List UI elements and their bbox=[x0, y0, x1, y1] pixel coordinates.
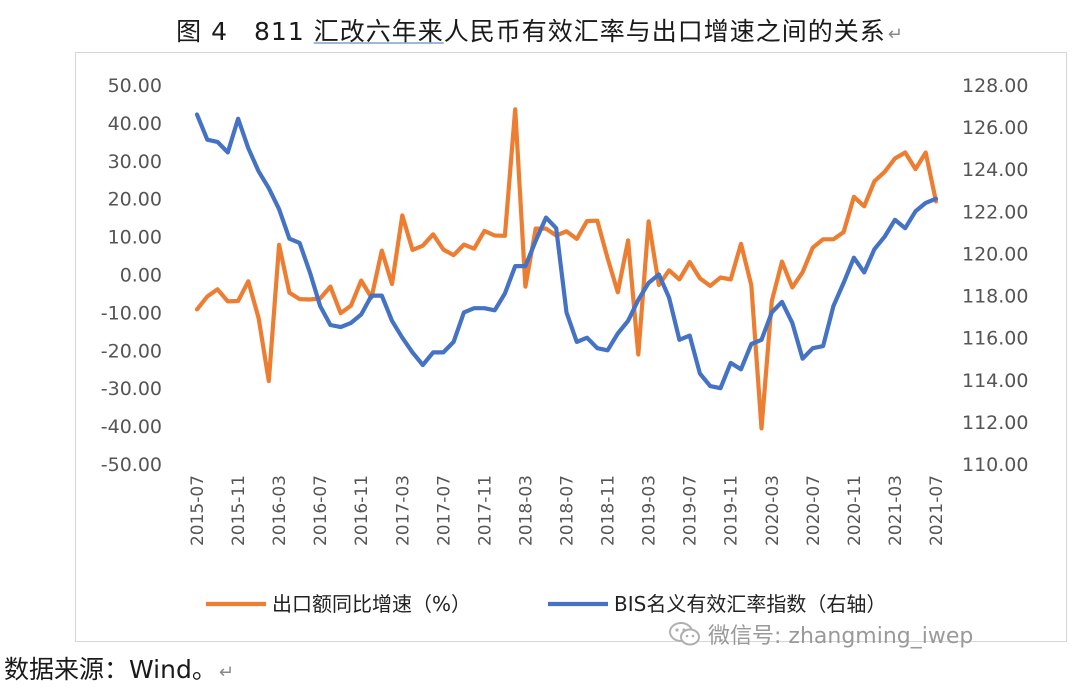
y-right-tick-label: 112.00 bbox=[962, 412, 1028, 434]
chart-title: 图 4 811 汇改六年来人民币有效汇率与出口增速之间的关系 ↵ bbox=[0, 12, 1080, 48]
y-left-tick-label: 10.00 bbox=[108, 227, 162, 249]
x-tick-label: 2017-07 bbox=[434, 475, 454, 546]
title-text-underlined: 汇改六年来 bbox=[313, 17, 444, 46]
x-tick-label: 2019-03 bbox=[640, 475, 660, 546]
chart-area: 50.00 40.00 30.00 20.00 10.00 0.00 -10.00 -20.0… bbox=[75, 52, 1067, 642]
y-right-tick-label: 122.00 bbox=[962, 201, 1028, 223]
series-line-bis-neer bbox=[194, 112, 939, 391]
legend-label: 出口额同比增速（%） bbox=[272, 592, 471, 616]
wechat-icon bbox=[669, 622, 700, 646]
y-left-tick-label: -20.00 bbox=[101, 340, 162, 362]
y-right-tick-label: 124.00 bbox=[962, 159, 1028, 181]
y-left-tick-label: 50.00 bbox=[108, 75, 162, 97]
source-text: 数据来源：Wind。 bbox=[4, 655, 217, 684]
x-tick-label: 2017-11 bbox=[475, 475, 495, 546]
y-left-tick-label: -40.00 bbox=[101, 416, 162, 438]
y-right-tick-label: 116.00 bbox=[962, 328, 1028, 350]
return-mark-icon: ↵ bbox=[887, 24, 904, 45]
y-left-tick-label: 20.00 bbox=[108, 189, 162, 211]
x-tick-label: 2016-11 bbox=[352, 475, 372, 546]
y-right-tick-label: 120.00 bbox=[962, 243, 1028, 265]
legend-label: BIS名义有效汇率指数（右轴） bbox=[614, 592, 886, 616]
y-right-tick-label: 126.00 bbox=[962, 117, 1028, 139]
y-right-tick-label: 128.00 bbox=[962, 75, 1028, 97]
y-left-tick-label: -10.00 bbox=[101, 302, 162, 324]
x-tick-label: 2015-07 bbox=[188, 475, 208, 546]
chart-svg: 50.00 40.00 30.00 20.00 10.00 0.00 -10.00 -20.0… bbox=[101, 75, 1029, 616]
x-tick-label: 2021-07 bbox=[927, 475, 947, 546]
x-tick-label: 2016-07 bbox=[311, 475, 331, 546]
y-right-tick-label: 114.00 bbox=[962, 370, 1028, 392]
x-tick-label: 2018-03 bbox=[516, 475, 536, 546]
y-left-tick-label: 40.00 bbox=[108, 113, 162, 135]
x-tick-label: 2021-03 bbox=[886, 475, 906, 546]
title-text-main: 人民币有效汇率与出口增速之间的关系 bbox=[443, 17, 886, 46]
x-tick-label: 2019-07 bbox=[681, 475, 701, 546]
x-tick-label: 2016-03 bbox=[270, 475, 290, 546]
y-left-tick-label: 30.00 bbox=[108, 151, 162, 173]
y-left-tick-label: -30.00 bbox=[101, 378, 162, 400]
y-left-tick-label: -50.00 bbox=[101, 454, 162, 476]
return-mark-icon: ↵ bbox=[218, 662, 234, 683]
figure-label: 图 4 bbox=[176, 17, 229, 46]
x-tick-label: 2018-07 bbox=[558, 475, 578, 546]
watermark-text: 微信号: zhangming_iwep bbox=[708, 624, 974, 649]
x-tick-label: 2018-11 bbox=[599, 475, 619, 546]
x-tick-label: 2020-11 bbox=[845, 475, 865, 546]
y-left-tick-label: 0.00 bbox=[120, 265, 162, 287]
x-tick-label: 2020-07 bbox=[804, 475, 824, 546]
x-tick-label: 2015-11 bbox=[229, 475, 249, 546]
title-text-prefix: 811 bbox=[254, 17, 305, 46]
watermark: 微信号: zhangming_iwep bbox=[668, 618, 973, 650]
x-tick-label: 2017-03 bbox=[393, 475, 413, 546]
y-right-tick-label: 118.00 bbox=[962, 286, 1028, 308]
data-source-note: 数据来源：Wind。 ↵ bbox=[4, 650, 234, 686]
x-tick-label: 2020-03 bbox=[763, 475, 783, 546]
x-tick-label: 2019-11 bbox=[722, 475, 742, 546]
y-right-tick-label: 110.00 bbox=[962, 454, 1028, 476]
